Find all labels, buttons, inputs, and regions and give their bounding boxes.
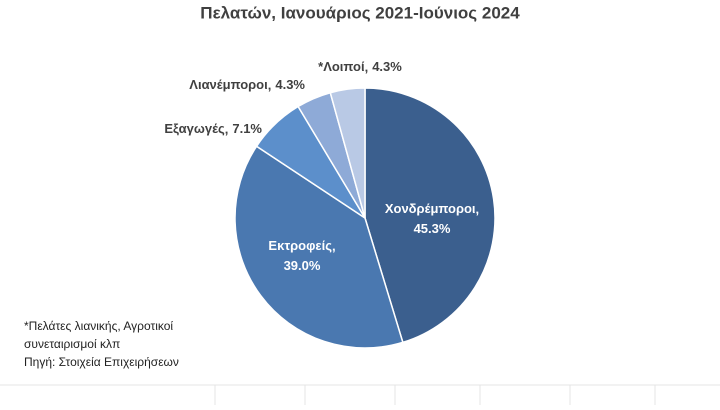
category-label: Λιανέμποροι	[189, 77, 268, 92]
value-label: 39.0%	[284, 258, 321, 273]
pie-slice	[364, 87, 496, 344]
data-label: Εξαγωγές, 7.1%	[164, 121, 262, 136]
data-label: *Λοιποί, 4.3%	[318, 59, 402, 74]
chart-title: Πελατών, Ιανουάριος 2021-Ιούνιος 2024	[200, 3, 520, 22]
notes: *Πελάτες λιανικής, Αγροτικοί συνεταιρισμο…	[24, 319, 179, 369]
value-label: 7.1%	[232, 121, 262, 136]
value-label: 4.3%	[372, 59, 402, 74]
note: συνεταιρισμοί κλπ	[24, 337, 120, 351]
sheet-grid	[0, 384, 720, 405]
category-label: Εκτροφείς	[268, 238, 332, 253]
note: Πηγή: Στοιχεία Επιχειρήσεων	[24, 355, 179, 369]
value-label: 45.3%	[414, 221, 451, 236]
value-label: 4.3%	[275, 77, 305, 92]
note: *Πελάτες λιανικής, Αγροτικοί	[24, 319, 173, 333]
category-label: Χονδρέμποροι	[385, 201, 476, 216]
category-label: Εξαγωγές	[164, 121, 225, 136]
category-label: *Λοιποί	[318, 59, 365, 74]
data-label: Λιανέμποροι, 4.3%	[189, 77, 305, 92]
pie-slice	[234, 145, 404, 349]
pie-slice	[329, 87, 366, 219]
